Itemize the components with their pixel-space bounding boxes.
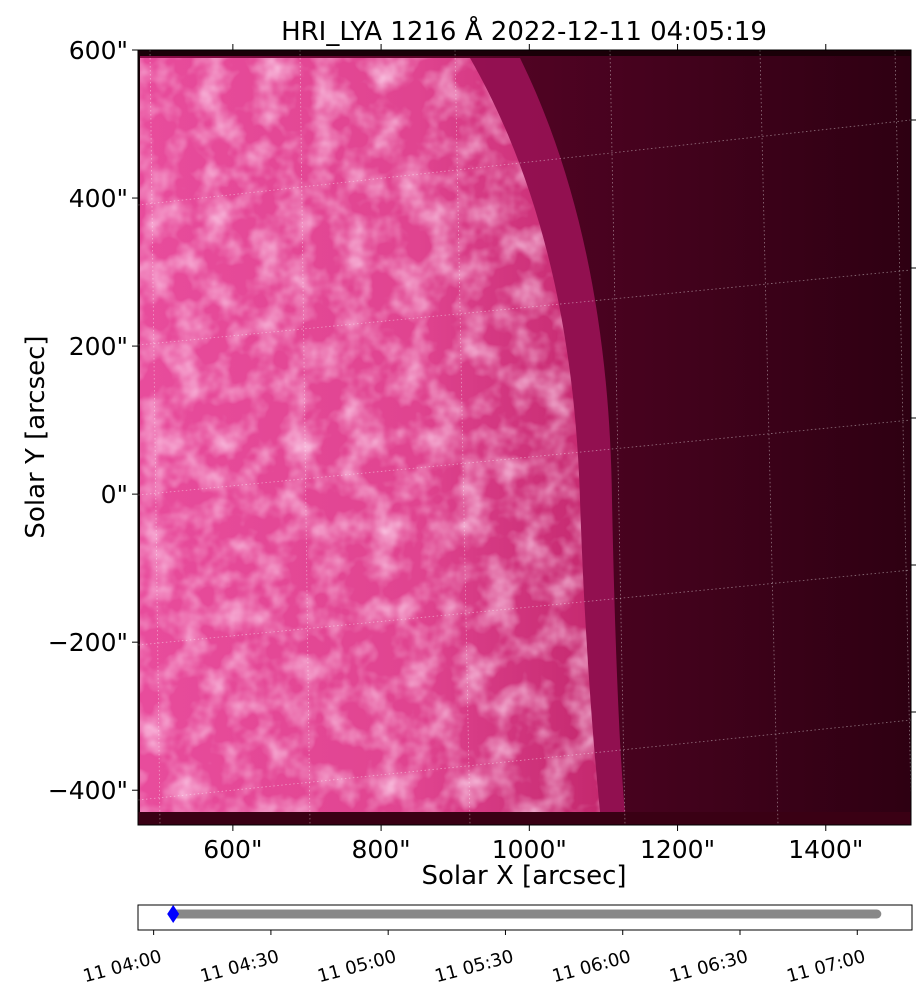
y-axis-label: Solar Y [arcsec] (21, 335, 51, 538)
chart-title: HRI_LYA 1216 Å 2022-12-11 04:05:19 (281, 15, 767, 47)
x-tick-label: 1400" (788, 835, 863, 864)
x-tick-label: 600" (203, 835, 262, 864)
time-tick-label: 11 06:30 (667, 946, 750, 987)
solar-image (138, 50, 911, 825)
y-tick-label: −400" (48, 776, 128, 805)
right-ticks (911, 119, 916, 713)
time-tick-label: 11 06:00 (550, 946, 633, 987)
axes-frame (137, 49, 912, 826)
y-tick-label: 0" (101, 480, 128, 509)
x-tick-label: 1200" (640, 835, 715, 864)
y-tick-label: 400" (69, 184, 128, 213)
time-tick-label: 11 05:00 (315, 946, 398, 987)
y-tick-label: 600" (69, 36, 128, 65)
time-tick-label: 11 04:00 (81, 946, 164, 987)
time-tick-label: 11 07:00 (784, 946, 867, 987)
time-tick-label: 11 04:30 (198, 946, 281, 987)
y-tick-label: 200" (69, 332, 128, 361)
y-tick-label: −200" (48, 628, 128, 657)
x-tick-label: 1000" (492, 835, 567, 864)
time-tick-label: 11 05:30 (433, 946, 516, 987)
x-tick-label: 800" (351, 835, 410, 864)
x-axis-label: Solar X [arcsec] (421, 861, 626, 891)
current-frame-marker (167, 905, 180, 923)
